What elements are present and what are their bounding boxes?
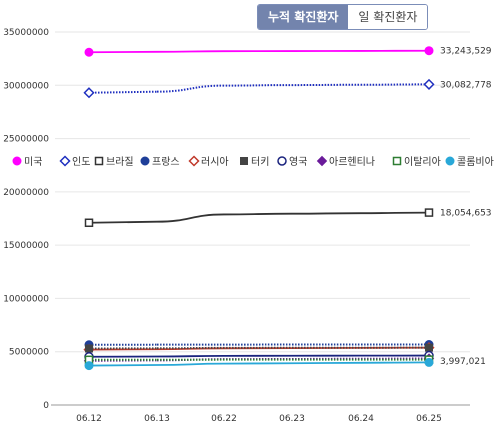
x-tick-label: 06.13	[144, 414, 170, 424]
legend-marker[interactable]	[59, 155, 71, 167]
legend-label: 인도	[72, 156, 90, 168]
x-tick-label: 06.23	[279, 414, 305, 424]
legend-label: 러시아	[201, 156, 229, 168]
legend-marker[interactable]	[445, 156, 455, 166]
data-point-start[interactable]	[84, 218, 94, 228]
end-value-label: 30,082,778	[440, 80, 492, 90]
legend-label: 미국	[24, 156, 42, 168]
legend-label: 콜롬비아	[457, 156, 494, 168]
x-tick-label: 06.12	[76, 414, 102, 424]
data-point-start[interactable]	[84, 47, 94, 57]
data-point-end[interactable]	[424, 357, 434, 367]
end-value-label: 33,243,529	[440, 47, 492, 57]
y-tick-label: 5000000	[9, 348, 49, 358]
end-value-label: 3,997,021	[440, 357, 486, 367]
data-point-start[interactable]	[83, 87, 95, 99]
legend-label: 터키	[251, 156, 269, 168]
data-point-start[interactable]	[85, 344, 93, 353]
y-tick-label: 30000000	[3, 81, 49, 91]
legend-marker[interactable]	[140, 156, 150, 166]
y-tick-label: 35000000	[3, 28, 49, 38]
legend-marker[interactable]	[12, 156, 22, 166]
cumulative-cases-tab[interactable]: 누적 확진환자	[258, 5, 349, 29]
daily-cases-tab[interactable]: 일 확진환자	[348, 5, 428, 29]
data-point-end[interactable]	[424, 208, 434, 217]
legend-label: 아르헨티나	[329, 156, 375, 168]
series-line	[156, 354, 430, 358]
series-line	[156, 83, 430, 93]
series-line-segment	[88, 220, 158, 224]
y-tick-label: 20000000	[3, 188, 49, 198]
legend-label: 브라질	[106, 156, 134, 168]
series-line	[156, 361, 430, 366]
data-point-start[interactable]	[84, 361, 94, 371]
series-line	[156, 49, 430, 53]
legend-marker[interactable]	[240, 157, 248, 165]
legend-marker[interactable]	[392, 156, 402, 166]
x-tick-label: 06.25	[416, 414, 442, 424]
legend-marker[interactable]	[277, 156, 287, 166]
legend-label: 이탈리아	[404, 155, 441, 168]
y-tick-label: 25000000	[3, 135, 49, 145]
data-point-end[interactable]	[423, 78, 435, 90]
series-line-segment	[88, 364, 158, 367]
series-line	[156, 211, 430, 223]
legend-marker[interactable]	[188, 155, 200, 167]
y-tick-label: 10000000	[3, 294, 49, 304]
end-value-label: 18,054,653	[440, 209, 492, 219]
y-tick-label: 0	[43, 401, 49, 411]
legend-label: 프랑스	[152, 156, 180, 168]
legend-label: 영국	[289, 156, 307, 168]
view-toggle: 누적 확진환자 일 확진환자	[257, 4, 429, 30]
legend-marker[interactable]	[316, 155, 328, 167]
legend-marker[interactable]	[94, 156, 104, 166]
series-line	[156, 346, 430, 350]
data-point-end[interactable]	[425, 343, 433, 352]
series-line-segment	[88, 90, 158, 94]
data-point-end[interactable]	[424, 46, 434, 56]
x-tick-label: 06.24	[348, 414, 374, 424]
y-tick-label: 15000000	[3, 241, 49, 251]
x-tick-label: 06.22	[211, 414, 237, 424]
